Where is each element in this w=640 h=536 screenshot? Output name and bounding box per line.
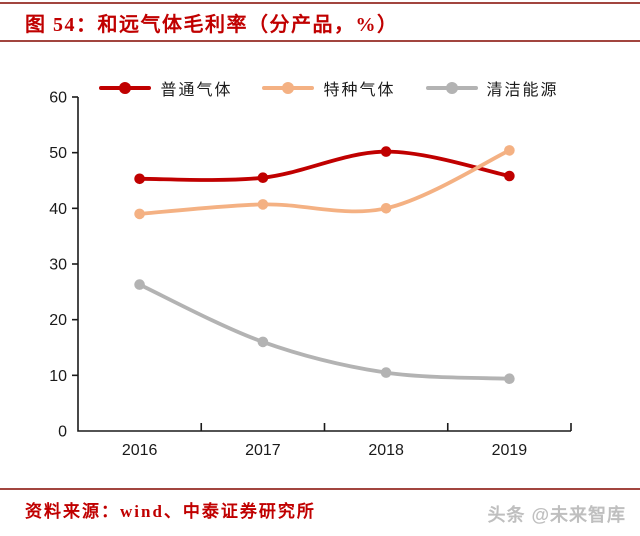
series-line-1	[137, 148, 512, 216]
title-underline-rule	[0, 40, 640, 42]
y-tick-label: 10	[49, 368, 67, 385]
axis-lines	[77, 97, 571, 432]
x-tick-label: 2017	[245, 442, 281, 459]
data-point-marker	[504, 373, 515, 385]
legend-line-swatch	[99, 82, 152, 94]
legend-line-swatch	[425, 82, 478, 94]
legend-item: 清洁能源	[425, 76, 559, 100]
y-tick-label: 0	[58, 424, 67, 441]
top-rule	[0, 2, 640, 4]
data-point-marker	[380, 203, 392, 214]
legend-item: 特种气体	[262, 76, 395, 100]
series-line-2	[137, 282, 512, 381]
data-point-marker	[380, 367, 392, 378]
footer-rule	[0, 488, 640, 490]
data-point-marker	[134, 279, 145, 290]
legend-item: 普通气体	[99, 76, 232, 100]
y-tick-label: 60	[49, 90, 67, 107]
data-point-marker	[380, 146, 392, 157]
legend-marker-dot-icon	[282, 82, 295, 94]
legend-marker-dot-icon	[119, 82, 132, 94]
series-line-0	[137, 149, 512, 182]
y-tick-label: 30	[49, 257, 67, 274]
data-point-marker	[257, 172, 269, 183]
data-point-marker	[504, 170, 515, 182]
chart-legend: 普通气体 特种气体 清洁能源	[0, 76, 640, 100]
data-point-marker	[257, 199, 269, 210]
legend-label: 清洁能源	[486, 82, 559, 99]
data-point-marker	[504, 145, 515, 156]
data-point-marker	[134, 173, 145, 185]
watermark-text: 头条 @未来智库	[487, 505, 626, 525]
figure-title: 图 54：和远气体毛利率（分产品，%）	[25, 14, 399, 36]
legend-label: 普通气体	[160, 82, 233, 99]
legend-marker-dot-icon	[445, 82, 458, 94]
x-tick-label: 2019	[492, 442, 528, 459]
y-tick-label: 40	[49, 201, 67, 218]
x-tick-label: 2018	[368, 442, 404, 459]
legend-line-swatch	[262, 82, 315, 94]
x-tick-label: 2016	[122, 442, 158, 459]
data-point-marker	[257, 336, 269, 348]
y-tick-label: 50	[49, 145, 67, 162]
source-note: 资料来源：wind、中泰证券研究所	[25, 502, 316, 521]
line-chart: 0 10 20 30 40 50 60 2016 2017 2018 2019	[49, 90, 572, 459]
legend-label: 特种气体	[323, 82, 396, 99]
data-point-marker	[134, 208, 145, 220]
y-tick-label: 20	[49, 312, 67, 329]
